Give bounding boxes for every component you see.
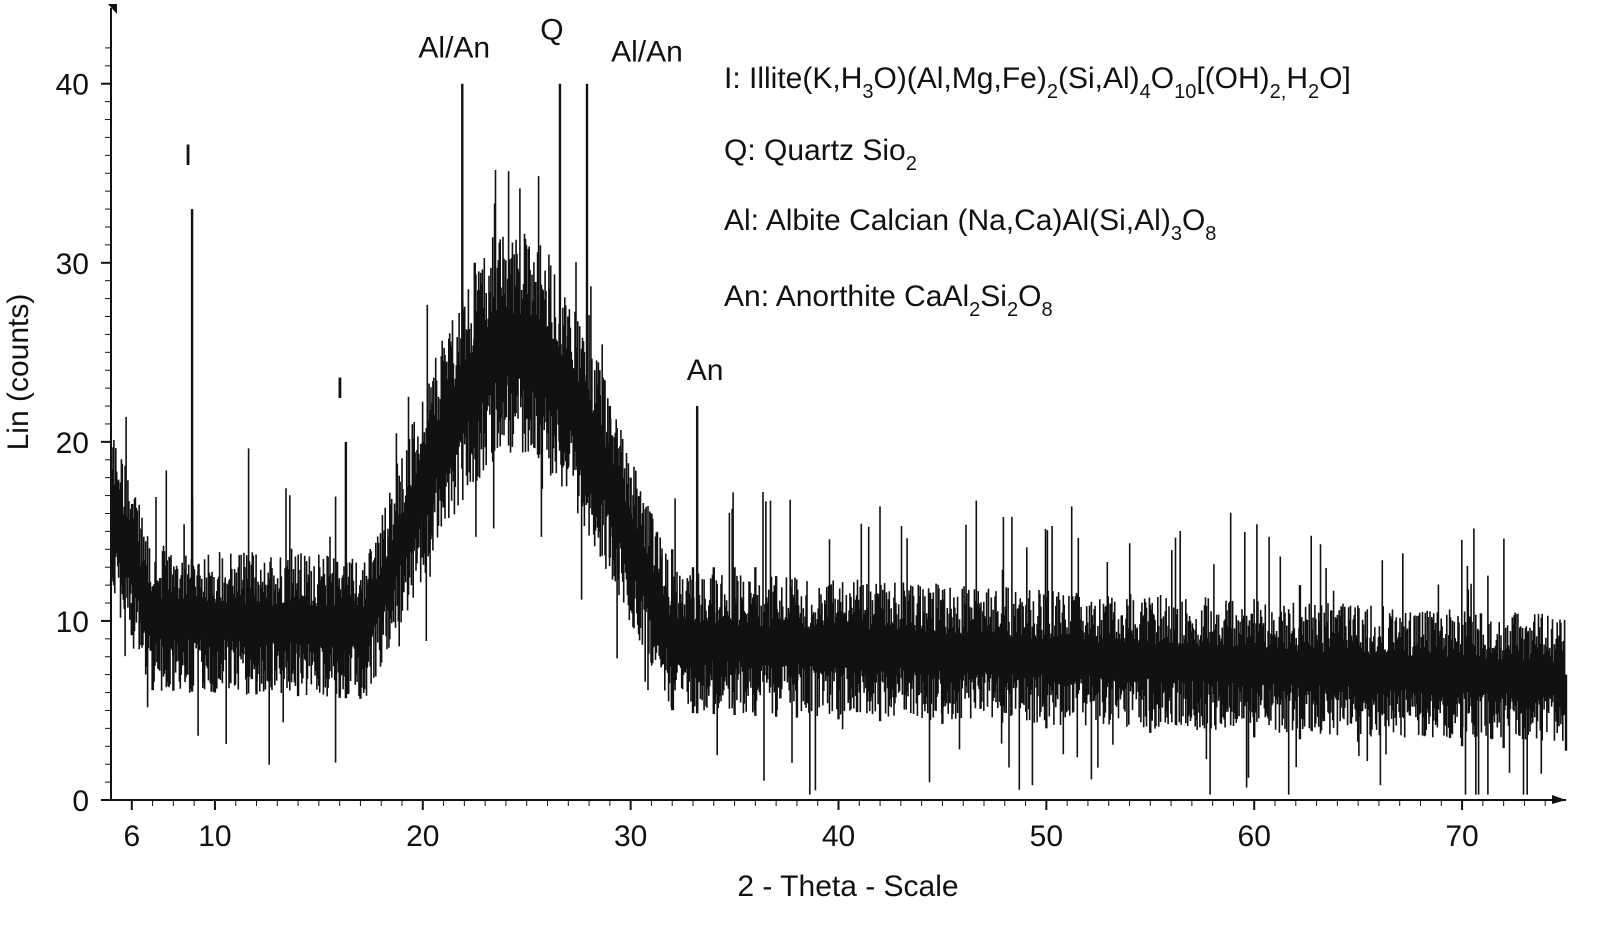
plot-area [109, 83, 1568, 795]
y-tick-label: 0 [72, 785, 89, 818]
ticks [101, 47, 1546, 810]
tick-labels: 6 10 20 30 40 50 60 70 0 10 20 30 40 [56, 69, 1479, 853]
peak-label: I [184, 139, 192, 172]
legend-entry: I: Illite(K,H3O)(Al,Mg,Fe)2(Si,Al)4O10[(… [724, 62, 1351, 103]
peak-label: An [687, 354, 724, 387]
peak-label: Al/An [611, 36, 683, 69]
legend-entry: Al: Albite Calcian (Na,Ca)Al(Si,Al)3O8 [724, 204, 1216, 245]
x-tick-label: 60 [1238, 820, 1271, 853]
peak-labels: I I Al/An Q Al/An An [184, 14, 724, 405]
x-tick-label: 40 [822, 820, 855, 853]
x-tick-label: 50 [1030, 820, 1063, 853]
x-axis-title: 2 - Theta - Scale [737, 870, 958, 903]
legend-entry: Q: Quartz Sio2 [724, 134, 917, 175]
x-tick-label: 20 [406, 820, 439, 853]
peak-label: Al/An [418, 32, 490, 65]
x-tick-label: 6 [123, 820, 140, 853]
legend-entry: An: Anorthite CaAl2Si2O8 [724, 280, 1053, 321]
x-tick-label: 30 [614, 820, 647, 853]
y-tick-label: 20 [56, 427, 89, 460]
y-axis-title: Lin (counts) [2, 294, 35, 451]
x-tick-label: 10 [198, 820, 231, 853]
x-axis-arrow [1552, 795, 1566, 804]
peak-label: Q [540, 14, 563, 47]
x-tick-label: 70 [1445, 820, 1478, 853]
y-tick-label: 40 [56, 69, 89, 102]
peak-label: I [336, 372, 344, 405]
y-tick-label: 10 [56, 606, 89, 639]
y-tick-label: 30 [56, 248, 89, 281]
y-axis-arrow [108, 4, 117, 14]
series-points [109, 83, 1568, 751]
legend: I: Illite(K,H3O)(Al,Mg,Fe)2(Si,Al)4O10[(… [724, 62, 1351, 321]
